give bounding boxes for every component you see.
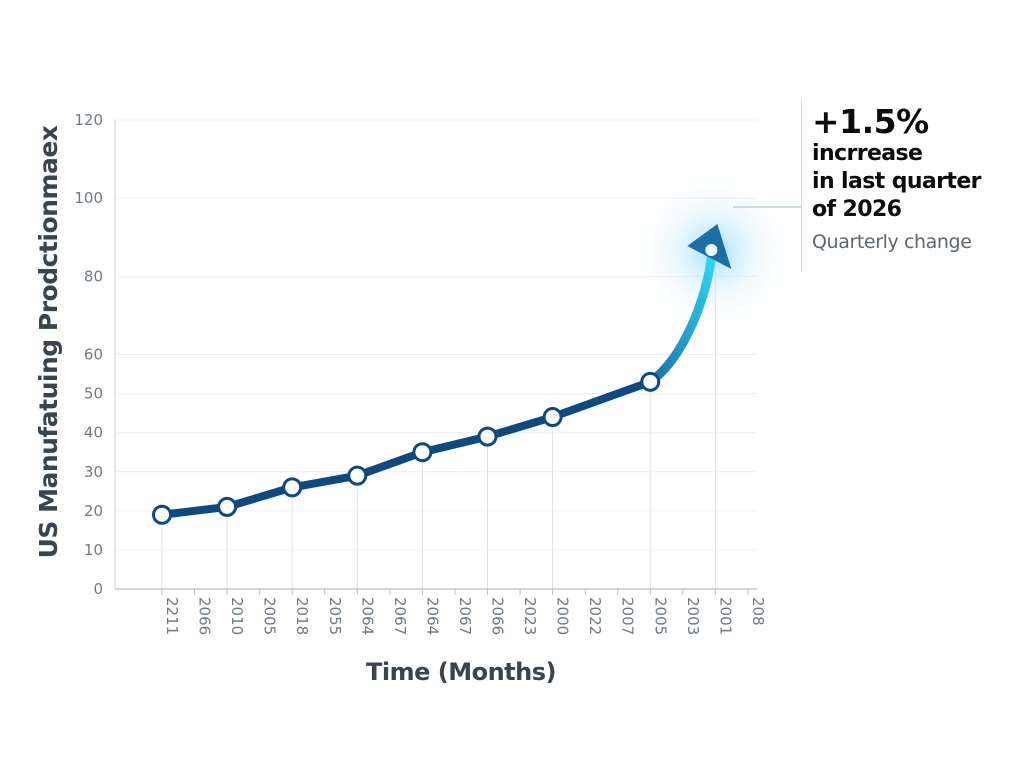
y-tick-100: 100 <box>74 189 103 207</box>
y-tick-labels: 0 10 20 30 40 50 60 80 100 120 <box>74 111 103 598</box>
y-tick-40: 40 <box>84 424 103 442</box>
callout-line-2: in last quarter <box>812 169 982 194</box>
x-tick-label: 2064 <box>423 597 441 635</box>
y-tick-60: 60 <box>84 346 103 364</box>
x-tick-label: 2003 <box>684 597 702 635</box>
data-point-0 <box>152 504 172 525</box>
y-tick-0: 0 <box>93 580 103 598</box>
data-point-3 <box>347 465 368 486</box>
x-tick-label: 2023 <box>521 597 539 635</box>
annotation-callout: +1.5% incrrease in last quarter of 2026 … <box>812 104 1017 256</box>
callout-subtitle: Quarterly change <box>812 231 972 253</box>
x-tick-label: 2066 <box>489 597 507 635</box>
data-point-2 <box>282 477 303 498</box>
x-tick-label: 2067 <box>456 597 474 635</box>
x-tick-label: 2005 <box>651 597 669 635</box>
x-tick-label: 208 <box>749 597 767 626</box>
y-tick-80: 80 <box>84 267 103 285</box>
callout-line-1: incrrease <box>812 141 923 166</box>
x-tick-label: 2018 <box>293 597 311 635</box>
y-axis-label: US Manufatuing Prodctionmaex <box>34 125 63 558</box>
x-tick-label: 2211 <box>163 597 181 635</box>
grid-lines <box>115 119 757 551</box>
data-point-1 <box>217 496 238 517</box>
callout-line-3: of 2026 <box>812 197 902 222</box>
y-tick-10: 10 <box>84 541 103 559</box>
x-tick-label: 2066 <box>196 597 214 635</box>
x-tick-label: 2010 <box>228 597 246 635</box>
x-tick-label: 2007 <box>619 597 637 635</box>
callout-divider <box>801 98 802 272</box>
x-tick-label: 2000 <box>554 597 572 635</box>
x-axis-label: Time (Months) <box>366 658 556 686</box>
series-path <box>158 377 655 519</box>
x-tick-label: 2001 <box>716 597 734 635</box>
x-tick-label: 2067 <box>391 597 409 635</box>
x-tick-label: 2055 <box>326 597 344 635</box>
y-tick-20: 20 <box>84 502 103 520</box>
series-line <box>158 223 732 519</box>
data-point-6 <box>542 407 563 428</box>
y-tick-120: 120 <box>74 111 103 129</box>
data-point-5 <box>477 426 498 447</box>
x-tick-label: 2064 <box>358 597 376 635</box>
trend-arrow <box>645 252 716 387</box>
x-tick-labels: 2211 2066 2010 2005 2018 2055 2064 2067 2064 2067… <box>161 589 767 635</box>
y-tick-30: 30 <box>84 463 103 481</box>
x-tick-label: 2005 <box>261 597 279 635</box>
drop-lines <box>161 248 716 589</box>
x-tick-label: 2022 <box>586 597 604 635</box>
data-markers <box>152 371 661 525</box>
y-tick-50: 50 <box>84 385 103 403</box>
arrow-highlight-dot <box>705 243 718 256</box>
callout-headline: +1.5% <box>812 102 929 141</box>
data-point-4 <box>412 442 433 463</box>
data-point-7 <box>640 371 661 392</box>
